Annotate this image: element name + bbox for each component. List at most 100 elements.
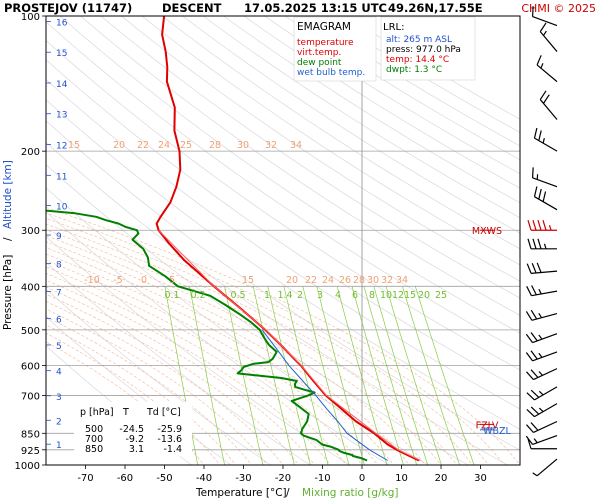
- dry-adiabat: [46, 59, 520, 390]
- saturated-adiabat: [46, 272, 347, 465]
- altitude-label: 3: [56, 393, 62, 403]
- profile-dew-point: [46, 209, 368, 462]
- wind-barb-feather: [530, 422, 539, 431]
- altitude-label: 4: [56, 368, 62, 378]
- x-tick-label: -20: [275, 473, 291, 484]
- wind-barb: [527, 238, 557, 250]
- saturated-adiabat: [46, 223, 473, 465]
- wind-barb-staff: [533, 368, 558, 381]
- mixing-ratio-label: 12: [392, 290, 404, 301]
- isotherm-label: 28: [209, 140, 221, 151]
- wind-barb-feather: [531, 6, 534, 17]
- mixing-ratio-label: 3: [317, 290, 323, 301]
- isotherm-label: -5: [113, 275, 122, 286]
- wind-barb-half-feather: [542, 30, 547, 36]
- mixing-ratio-line: [267, 286, 311, 465]
- wind-barb-feather: [525, 352, 534, 362]
- isotherm-label: 24: [322, 275, 334, 286]
- dry-adiabat: [346, 16, 520, 120]
- wind-barb-staff: [533, 420, 558, 434]
- legend-box: [293, 16, 377, 82]
- wind-barbs: [525, 6, 558, 477]
- wind-barb: [533, 186, 558, 211]
- lrl-dwpt: dwpt: 1.3 °C: [386, 65, 442, 75]
- dry-adiabat: [46, 164, 469, 465]
- wind-barb-feather: [530, 406, 540, 415]
- isotherm-label: 22: [305, 275, 317, 286]
- wind-barb-feather: [526, 424, 534, 433]
- wind-barb-feather: [538, 188, 542, 200]
- wind-barb-staff: [534, 386, 558, 401]
- isotherm-label: 22: [137, 140, 149, 151]
- wind-barb-half-feather: [543, 243, 547, 249]
- altitude-label: 7: [56, 288, 62, 298]
- wind-barb: [533, 127, 558, 152]
- level-table-background: [74, 402, 192, 456]
- altitude-label: 11: [56, 172, 67, 182]
- y-tick-label: 500: [21, 326, 40, 337]
- altitude-label: 6: [56, 316, 62, 326]
- wind-barb-feather: [539, 90, 547, 100]
- wind-barb-feather: [532, 220, 537, 231]
- wind-barb: [525, 350, 558, 362]
- lrl-box: LRL: alt: 265 m ASL press: 977.0 hPa tem…: [380, 16, 476, 81]
- legend-item-temperature: temperature: [297, 38, 354, 48]
- wind-barb-staff: [534, 196, 558, 211]
- wind-barb-feather: [533, 186, 538, 197]
- wind-barb-feather: [536, 262, 542, 273]
- emagram-axes: -70 -60 -50 -40 -30 -20 -10 0 10 20 30100200300400…: [15, 12, 487, 484]
- legend-title: EMAGRAM: [297, 21, 351, 33]
- isotherm-label: 5: [169, 275, 175, 286]
- dry-adiabat: [59, 16, 520, 334]
- wind-barb-feather: [542, 191, 547, 202]
- y-tick-label: 700: [21, 391, 40, 402]
- wind-barb: [532, 458, 558, 477]
- isotherm-label: 30: [237, 140, 249, 151]
- x-tick-label: -50: [156, 473, 172, 484]
- wind-barb: [539, 90, 558, 120]
- wind-barb-staff: [536, 64, 558, 83]
- wind-barb: [525, 435, 558, 446]
- wind-barb: [539, 22, 558, 52]
- mixing-ratio-label: 0.5: [230, 290, 245, 301]
- altitude-label: 14: [56, 80, 68, 90]
- wind-barb: [531, 167, 558, 188]
- wind-barb-feather: [531, 167, 534, 178]
- emagram-profiles: [46, 16, 421, 462]
- table-cell: -1.4: [163, 444, 182, 455]
- profile-virt-temp: [158, 229, 421, 461]
- mixing-ratio-label: 6: [352, 290, 358, 301]
- x-tick-label: 10: [395, 473, 408, 484]
- isotherm-label: 15: [68, 140, 80, 151]
- dry-adiabat: [243, 16, 520, 189]
- table-header-p: p [hPa]: [80, 407, 114, 418]
- legend: EMAGRAM temperature virt.temp. dew point…: [293, 16, 377, 82]
- level-table: p [hPa] T Td [°C] 500 -24.5 -25.9 700 -9…: [74, 402, 192, 456]
- altitude-label: 8: [56, 261, 62, 271]
- wind-barb-half-feather: [538, 334, 543, 340]
- wind-barb-staff: [539, 99, 558, 120]
- mixing-ratio-line: [414, 286, 475, 465]
- wind-barb-feather: [533, 127, 538, 139]
- wind-barb-staff: [536, 458, 558, 477]
- marker-label-wbzl: WBZL: [483, 426, 511, 437]
- x-tick-label: -40: [196, 473, 212, 484]
- mixing-ratio-label: 8: [369, 290, 375, 301]
- copyright: CHMI © 2025: [521, 2, 596, 15]
- isotherm-label: 20: [113, 140, 125, 151]
- mixing-ratio-line: [402, 286, 461, 465]
- wind-barb-feather: [532, 238, 537, 249]
- wind-barb-feather: [527, 438, 532, 449]
- wind-barb-staff: [531, 312, 558, 321]
- x-axis-title: Temperature [°C]: [195, 487, 287, 499]
- wind-barb-half-feather: [538, 371, 543, 376]
- wind-barb-feather: [527, 238, 532, 249]
- table-cell: 500: [85, 424, 103, 435]
- dry-adiabat: [161, 16, 520, 250]
- profile-wet-bulb-temp: [261, 329, 388, 461]
- y-axis-title-altitude: Altitude [km]: [2, 160, 14, 229]
- y-axis-title: Pressure [hPa]: [2, 255, 14, 330]
- altitude-label: 9: [56, 232, 62, 242]
- isotherm-label: 32: [381, 275, 393, 286]
- wind-barb-half-feather: [540, 63, 544, 69]
